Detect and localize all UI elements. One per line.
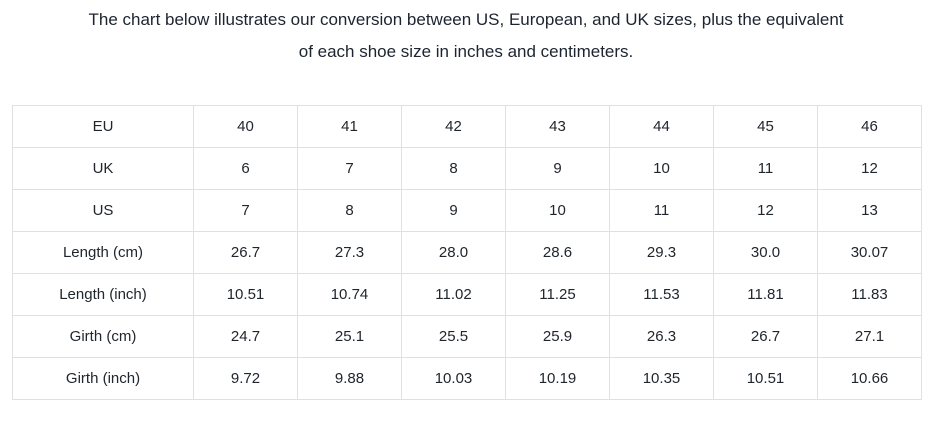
table-row-us: US 7 8 9 10 11 12 13 <box>12 189 922 232</box>
table-cell: 11.83 <box>817 273 922 316</box>
table-row-length-inch: Length (inch) 10.51 10.74 11.02 11.25 11… <box>12 273 922 316</box>
table-cell: 24.7 <box>193 315 298 358</box>
size-conversion-table: EU 40 41 42 43 44 45 46 UK 6 7 8 9 10 11… <box>12 105 922 400</box>
table-cell: 7 <box>193 189 298 232</box>
table-row-girth-cm: Girth (cm) 24.7 25.1 25.5 25.9 26.3 26.7… <box>12 315 922 358</box>
table-cell: 27.3 <box>297 231 402 274</box>
row-header: UK <box>12 147 194 190</box>
table-cell: 30.0 <box>713 231 818 274</box>
row-header: EU <box>12 105 194 148</box>
table-cell: 11.53 <box>609 273 714 316</box>
table-cell: 44 <box>609 105 714 148</box>
table-cell: 26.7 <box>193 231 298 274</box>
table-cell: 10 <box>505 189 610 232</box>
table-cell: 28.6 <box>505 231 610 274</box>
row-header: Girth (inch) <box>12 357 194 400</box>
table-cell: 25.1 <box>297 315 402 358</box>
table-cell: 9 <box>401 189 506 232</box>
table-cell: 10.74 <box>297 273 402 316</box>
table-cell: 10 <box>609 147 714 190</box>
table-cell: 7 <box>297 147 402 190</box>
table-cell: 10.66 <box>817 357 922 400</box>
table-row-uk: UK 6 7 8 9 10 11 12 <box>12 147 922 190</box>
table-cell: 11.02 <box>401 273 506 316</box>
table-cell: 26.3 <box>609 315 714 358</box>
table-cell: 43 <box>505 105 610 148</box>
table-cell: 8 <box>297 189 402 232</box>
table-cell: 25.9 <box>505 315 610 358</box>
table-cell: 9.72 <box>193 357 298 400</box>
table-cell: 42 <box>401 105 506 148</box>
table-cell: 9 <box>505 147 610 190</box>
table-cell: 9.88 <box>297 357 402 400</box>
row-header: Girth (cm) <box>12 315 194 358</box>
table-cell: 12 <box>713 189 818 232</box>
table-cell: 6 <box>193 147 298 190</box>
table-cell: 11 <box>713 147 818 190</box>
page-title-line-2: of each shoe size in inches and centimet… <box>298 42 634 61</box>
table-cell: 10.51 <box>193 273 298 316</box>
table-row-girth-inch: Girth (inch) 9.72 9.88 10.03 10.19 10.35… <box>12 357 922 400</box>
table-row-length-cm: Length (cm) 26.7 27.3 28.0 28.6 29.3 30.… <box>12 231 922 274</box>
row-header: US <box>12 189 194 232</box>
row-header: Length (inch) <box>12 273 194 316</box>
page-title: The chart below illustrates our conversi… <box>0 0 932 68</box>
table-cell: 26.7 <box>713 315 818 358</box>
table-cell: 25.5 <box>401 315 506 358</box>
table-cell: 10.35 <box>609 357 714 400</box>
table-cell: 10.19 <box>505 357 610 400</box>
table-cell: 11.25 <box>505 273 610 316</box>
table-row-eu: EU 40 41 42 43 44 45 46 <box>12 105 922 148</box>
table-cell: 10.51 <box>713 357 818 400</box>
table-cell: 40 <box>193 105 298 148</box>
page-title-line-1: The chart below illustrates our conversi… <box>88 10 844 29</box>
table-cell: 12 <box>817 147 922 190</box>
table-cell: 46 <box>817 105 922 148</box>
table-cell: 13 <box>817 189 922 232</box>
table-cell: 29.3 <box>609 231 714 274</box>
table-cell: 28.0 <box>401 231 506 274</box>
table-cell: 8 <box>401 147 506 190</box>
table-cell: 11 <box>609 189 714 232</box>
table-cell: 27.1 <box>817 315 922 358</box>
table-cell: 41 <box>297 105 402 148</box>
row-header: Length (cm) <box>12 231 194 274</box>
table-cell: 11.81 <box>713 273 818 316</box>
table-cell: 45 <box>713 105 818 148</box>
table-cell: 30.07 <box>817 231 922 274</box>
table-cell: 10.03 <box>401 357 506 400</box>
